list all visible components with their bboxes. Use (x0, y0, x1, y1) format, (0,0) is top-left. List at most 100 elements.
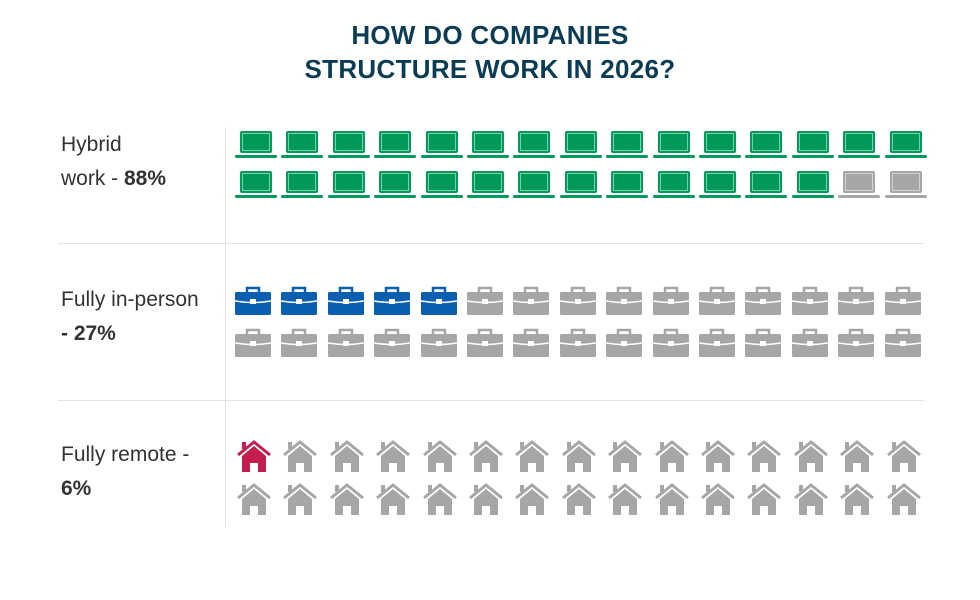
briefcase-icon-empty (884, 286, 921, 321)
house-icon-empty (608, 483, 643, 521)
label-text: Hybrid (61, 133, 122, 156)
laptop-icon-empty (838, 170, 881, 205)
house-icon-empty (701, 440, 735, 478)
briefcase-icon-empty (466, 286, 504, 321)
laptop-icon-filled (699, 130, 741, 165)
briefcase-icon-empty (513, 286, 550, 321)
house-icon-empty (840, 440, 875, 478)
briefcase-icon-empty (466, 328, 504, 363)
briefcase-icon-empty (327, 328, 364, 363)
house-icon-empty (747, 440, 782, 478)
laptop-icon-filled (884, 130, 927, 165)
value-label: 88% (124, 167, 167, 190)
house-icon-empty (422, 483, 457, 521)
label-text: Fully remote - (61, 443, 190, 466)
briefcase-icon-empty (791, 286, 828, 321)
laptop-icon-filled (420, 130, 463, 165)
laptop-icon-filled (699, 170, 741, 205)
laptop-icon-filled (745, 130, 788, 165)
briefcase-icon-empty (513, 328, 550, 363)
briefcase-icon-empty (234, 328, 272, 363)
house-icon-empty (329, 483, 364, 521)
label-remote: Fully remote - 6% (61, 438, 221, 506)
house-icon-empty (747, 483, 782, 521)
house-icon-empty (654, 483, 689, 521)
title-line-2: STRUCTURE WORK IN 2026? (304, 54, 676, 84)
house-icon-empty (654, 440, 689, 478)
laptop-icon-filled (235, 130, 277, 165)
briefcase-icon-empty (745, 328, 782, 363)
laptop-icon-filled (606, 130, 649, 165)
house-icon-empty (515, 440, 550, 478)
briefcase-icon-empty (606, 286, 643, 321)
label-text: work - (61, 167, 124, 190)
row-divider (58, 400, 924, 401)
label-in-person: Fully in-person - 27% (61, 283, 231, 351)
briefcase-icon-empty (838, 328, 875, 363)
house-icon-empty (329, 440, 364, 478)
laptop-icon-filled (235, 170, 277, 205)
briefcase-icon-filled (420, 286, 457, 321)
briefcase-icon-empty (698, 286, 736, 321)
briefcase-icon-empty (374, 328, 411, 363)
laptop-icon-filled (838, 130, 881, 165)
laptop-icon-filled (281, 130, 324, 165)
briefcase-icon-empty (698, 328, 736, 363)
house-icon-empty (376, 483, 411, 521)
briefcase-icon-filled (234, 286, 272, 321)
briefcase-icon-filled (327, 286, 364, 321)
briefcase-icon-empty (559, 328, 596, 363)
laptop-icon-filled (513, 170, 556, 205)
briefcase-icon-empty (838, 286, 875, 321)
laptop-icon-filled (467, 130, 509, 165)
house-icon-empty (515, 483, 550, 521)
house-icon-empty (561, 440, 596, 478)
briefcase-icon-filled (374, 286, 411, 321)
briefcase-icon-filled (281, 286, 318, 321)
house-icon-empty (376, 440, 411, 478)
laptop-icon-filled (374, 130, 417, 165)
value-label: 6% (61, 477, 92, 500)
laptop-icon-filled (327, 170, 370, 205)
laptop-icon-filled (791, 130, 834, 165)
chart-title: HOW DO COMPANIES STRUCTURE WORK IN 2026? (0, 18, 980, 86)
laptop-icon-empty (884, 170, 927, 205)
house-icon-empty (793, 440, 828, 478)
label-hybrid: Hybrid work - 88% (61, 128, 221, 196)
briefcase-icon-empty (281, 328, 318, 363)
title-line-1: HOW DO COMPANIES (351, 20, 629, 50)
house-icon-empty (561, 483, 596, 521)
house-icon-empty (886, 440, 921, 478)
laptop-icon-filled (327, 130, 370, 165)
house-icon-empty (793, 483, 828, 521)
briefcase-icon-empty (606, 328, 643, 363)
briefcase-icon-empty (652, 328, 689, 363)
laptop-icon-filled (745, 170, 788, 205)
laptop-icon-filled (420, 170, 463, 205)
house-icon-empty (886, 483, 921, 521)
briefcase-icon-empty (745, 286, 782, 321)
briefcase-icon-empty (884, 328, 921, 363)
house-icon-empty (237, 483, 271, 521)
house-icon-empty (283, 440, 318, 478)
laptop-icon-filled (467, 170, 509, 205)
row-divider (58, 243, 924, 244)
briefcase-icon-empty (652, 286, 689, 321)
laptop-icon-filled (281, 170, 324, 205)
laptop-icon-filled (652, 170, 695, 205)
house-icon-empty (422, 440, 457, 478)
vertical-divider (225, 127, 226, 527)
house-icon-empty (701, 483, 735, 521)
label-text: Fully in-person (61, 288, 199, 311)
laptop-icon-filled (606, 170, 649, 205)
laptop-icon-filled (791, 170, 834, 205)
house-icon-empty (608, 440, 643, 478)
house-icon-filled (237, 440, 271, 478)
house-icon-empty (283, 483, 318, 521)
laptop-icon-filled (652, 130, 695, 165)
laptop-icon-filled (513, 130, 556, 165)
value-label: - 27% (61, 322, 116, 345)
house-icon-empty (469, 440, 503, 478)
laptop-icon-filled (559, 130, 602, 165)
house-icon-empty (840, 483, 875, 521)
